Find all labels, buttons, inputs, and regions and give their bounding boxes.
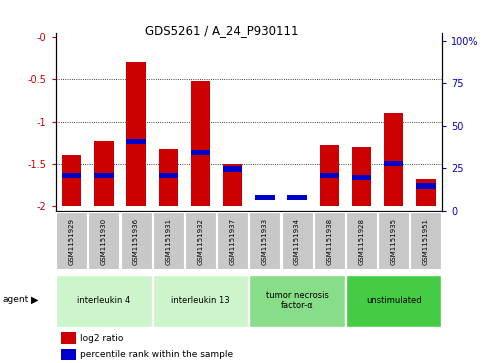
Text: GSM1151928: GSM1151928 [358, 218, 365, 265]
Text: unstimulated: unstimulated [366, 296, 422, 305]
Bar [153, 275, 248, 327]
Bar [411, 212, 441, 269]
Text: percentile rank within the sample: percentile rank within the sample [80, 350, 233, 359]
Bar [121, 212, 152, 269]
Bar [223, 167, 242, 172]
Bar [94, 141, 114, 206]
Text: ▶: ▶ [31, 294, 39, 305]
Text: GSM1151931: GSM1151931 [165, 218, 171, 265]
Bar [416, 183, 436, 188]
Bar [416, 179, 436, 206]
Text: interleukin 4: interleukin 4 [77, 296, 130, 305]
Text: tumor necrosis
factor-α: tumor necrosis factor-α [266, 291, 328, 310]
Bar [249, 275, 345, 327]
Text: GSM1151932: GSM1151932 [198, 218, 203, 265]
Text: GSM1151935: GSM1151935 [391, 218, 397, 265]
Text: GSM1151936: GSM1151936 [133, 218, 139, 265]
Bar [346, 275, 441, 327]
Bar [384, 113, 403, 206]
Bar [62, 155, 81, 206]
Bar [191, 150, 210, 155]
Bar [223, 164, 242, 206]
Bar [153, 212, 184, 269]
Text: GSM1151951: GSM1151951 [423, 218, 429, 265]
Text: GSM1151933: GSM1151933 [262, 218, 268, 265]
Bar [378, 212, 409, 269]
Text: interleukin 13: interleukin 13 [171, 296, 230, 305]
Bar [255, 195, 274, 200]
Bar [61, 332, 76, 344]
Bar [127, 62, 146, 206]
Bar [56, 212, 87, 269]
Bar [249, 212, 280, 269]
Bar [282, 212, 313, 269]
Bar [287, 195, 307, 200]
Text: log2 ratio: log2 ratio [80, 334, 124, 343]
Bar [61, 348, 76, 360]
Bar [320, 173, 339, 178]
Bar [185, 212, 216, 269]
Text: GSM1151930: GSM1151930 [101, 218, 107, 265]
Text: agent: agent [2, 295, 28, 304]
Bar [56, 275, 152, 327]
Bar [217, 212, 248, 269]
Bar [191, 81, 210, 206]
Bar [88, 212, 119, 269]
Text: GSM1151934: GSM1151934 [294, 218, 300, 265]
Bar [352, 175, 371, 180]
Bar [158, 173, 178, 178]
Text: GSM1151937: GSM1151937 [229, 218, 236, 265]
Bar [384, 162, 403, 167]
Bar [158, 149, 178, 206]
Text: GSM1151929: GSM1151929 [69, 218, 75, 265]
Bar [94, 173, 114, 178]
Bar [62, 173, 81, 178]
Text: GDS5261 / A_24_P930111: GDS5261 / A_24_P930111 [145, 24, 299, 37]
Bar [127, 139, 146, 144]
Bar [314, 212, 345, 269]
Bar [346, 212, 377, 269]
Bar [320, 145, 339, 206]
Bar [352, 147, 371, 206]
Text: GSM1151938: GSM1151938 [326, 218, 332, 265]
